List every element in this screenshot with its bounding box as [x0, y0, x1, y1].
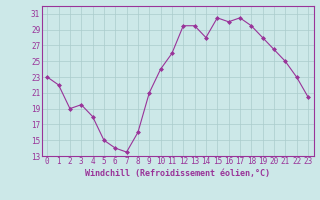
X-axis label: Windchill (Refroidissement éolien,°C): Windchill (Refroidissement éolien,°C)	[85, 169, 270, 178]
